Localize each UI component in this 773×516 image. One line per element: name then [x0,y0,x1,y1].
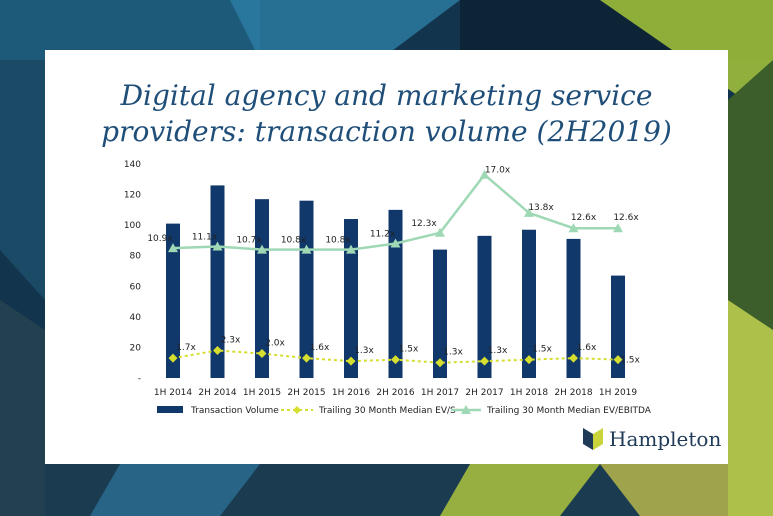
y-tick-label: 20 [130,343,142,353]
evs-data-label: 1.5x [399,345,419,355]
title-line-2: providers: transaction volume (2H2019) [101,115,672,148]
chart-card: Digital agency and marketing service pro… [45,50,728,464]
x-tick-label: 1H 2018 [510,388,549,398]
evs-point [391,355,400,365]
bar [255,199,269,378]
evs-point [257,349,267,359]
ebitda-data-label: 10.8x [281,236,307,246]
x-tick-label: 1H 2014 [154,388,193,398]
bar [210,185,225,378]
legend-swatch-bars [157,406,183,413]
y-tick-label: 60 [130,282,142,292]
ebitda-data-label: 17.0x [485,166,511,176]
evs-point [613,355,623,365]
evs-point [435,358,445,368]
bar [433,249,447,378]
evs-point [302,353,311,363]
ebitda-data-label: 10.9x [147,234,173,244]
bar [299,200,314,378]
ebitda-point [301,244,312,254]
x-tick-label: 2H 2017 [465,388,503,398]
evs-data-label: 1.3x [488,346,508,356]
evs-data-label: 1.5x [532,345,552,355]
evs-point [168,353,178,363]
x-tick-label: 2H 2016 [376,388,415,398]
ebitda-point [257,244,267,254]
evs-data-label: 1.3x [354,346,374,356]
ebitda-point [613,223,623,233]
bar [166,223,180,378]
y-tick-label: 100 [124,221,141,231]
evs-data-label: 1.5x [620,356,640,366]
ebitda-data-label: 12.6x [571,213,597,223]
ebitda-point [435,227,445,237]
x-tick-label: 2H 2018 [554,388,593,398]
x-tick-label: 1H 2019 [599,388,638,398]
evs-point [569,353,578,363]
x-tick-label: 1H 2015 [243,388,281,398]
bar [388,209,403,378]
y-tick-label: 140 [124,160,141,170]
hampleton-mark-icon [583,428,603,450]
y-tick-label: 80 [130,252,142,262]
evs-point [524,355,534,365]
evs-data-label: 2.3x [221,335,241,345]
chart: - 20 40 60 80 100 120 140 1H 2014 2H 2014 1H 2015 2… [124,160,652,416]
y-tick-label: - [138,374,141,384]
evs-point [480,356,489,366]
evs-data-label: 1.3x [443,348,463,358]
ebitda-data-label: 10.8x [325,236,351,246]
evs-point [213,345,222,355]
bar [566,238,581,378]
chart-title: Digital agency and marketing service pro… [45,78,728,150]
ebitda-data-label: 11.1x [192,233,218,243]
x-tick-label: 1H 2017 [421,388,459,398]
y-tick-label: 120 [124,191,141,201]
ebitda-point [479,169,490,179]
bar [522,229,536,378]
evs-point [346,356,356,366]
ebitda-data-label: 12.6x [613,213,639,223]
legend-marker-ebitda [461,405,471,414]
ebitda-point [346,244,356,254]
evs-data-label: 1.7x [176,343,196,353]
bar [611,275,625,378]
legend-label-bars: Transaction Volume [190,406,279,416]
evs-data-label: 1.6x [577,343,597,353]
evs-data-label: 1.6x [310,343,330,353]
ebitda-point [168,243,178,253]
legend-marker-evs [293,406,301,414]
brand-name: Hampleton [609,427,722,451]
ebitda-data-label: 12.3x [411,219,437,229]
ebitda-point [524,207,534,217]
ebitda-point [390,238,401,248]
ebitda-point [568,223,579,233]
bar [344,219,358,378]
legend-label-evs: Trailing 30 Month Median EV/S [318,406,456,416]
x-tick-label: 2H 2014 [198,388,237,398]
ebitda-data-label: 10.7x [236,236,262,246]
y-tick-label: 40 [130,313,142,323]
legend-label-ebitda: Trailing 30 Month Median EV/EBITDA [486,406,652,416]
evs-data-label: 2.0x [265,339,285,349]
hampleton-logo: Hampleton [583,426,721,452]
x-tick-label: 1H 2016 [332,388,371,398]
x-tick-label: 2H 2015 [287,388,325,398]
ebitda-point [212,241,223,251]
ebitda-data-label: 13.8x [528,203,554,213]
bar [477,235,492,378]
title-line-1: Digital agency and marketing service [120,79,653,112]
ebitda-data-label: 11.2x [370,229,396,239]
